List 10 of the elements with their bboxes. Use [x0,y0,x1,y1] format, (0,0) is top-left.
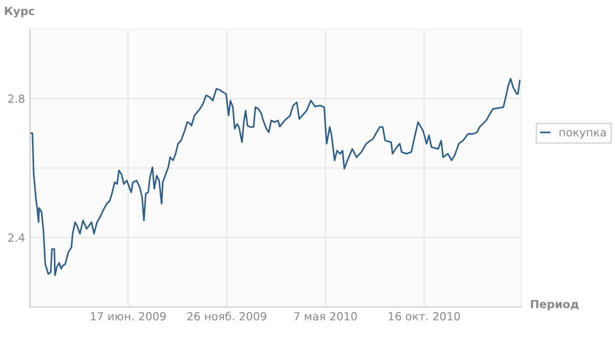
x-tick-label: 26 нояб. 2009 [187,312,266,320]
y-axis-title: Курс [5,6,34,18]
y-tick-label: 2.8 [8,94,24,103]
line-series [30,78,521,276]
legend-label: покупка [560,130,606,139]
y-tick-label: 2.4 [8,233,25,242]
x-tick-label: 17 июн. 2009 [90,312,166,320]
x-tick-label: 7 мая 2010 [294,312,357,320]
x-axis-title: Период [531,300,579,310]
x-tick-label: 16 окт. 2010 [388,312,460,320]
